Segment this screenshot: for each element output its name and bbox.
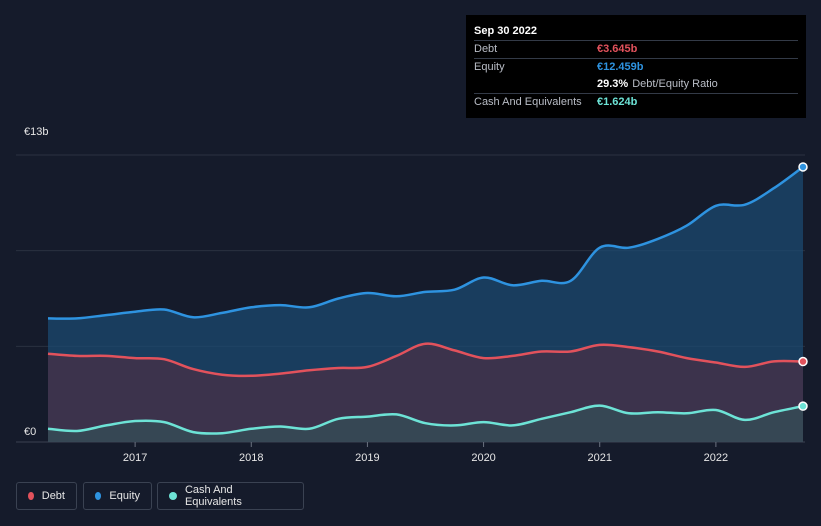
legend-cash-label: Cash And Equivalents (184, 484, 242, 508)
debt-line (47, 342, 804, 378)
tooltip-cash-value: €1.624b (597, 96, 638, 108)
x-tick-label-2021: 2021 (587, 452, 611, 464)
x-axis-ticks: 2017 2018 2019 2020 2021 2022 (123, 442, 728, 464)
series-areas (48, 166, 803, 442)
legend-equity[interactable]: Equity (83, 482, 152, 510)
debt-endpoint-marker (798, 356, 808, 367)
tooltip-row-ratio: 29.3% Debt/Equity Ratio (474, 76, 798, 93)
y-axis-top-label: €13b (24, 126, 48, 138)
tooltip-date: Sep 30 2022 (474, 25, 537, 37)
x-tick-label-2022: 2022 (704, 452, 728, 464)
x-tick-label-2020: 2020 (471, 452, 495, 464)
tooltip-ratio-label: Debt/Equity Ratio (632, 78, 718, 90)
tooltip: Sep 30 2022 Debt €3.645b Equity €12.459b… (466, 15, 806, 118)
x-tick-label-2018: 2018 (239, 452, 263, 464)
cash-and-equivalents-line (47, 404, 804, 435)
cash-and-equivalents-endpoint-marker (798, 401, 808, 411)
tooltip-equity-label: Equity (474, 61, 505, 73)
cash-dot-icon (169, 492, 177, 500)
debt-dot-icon (28, 492, 34, 500)
x-tick-label-2019: 2019 (355, 452, 379, 464)
tooltip-equity-value: €12.459b (597, 61, 644, 73)
y-axis-bottom-label: €0 (24, 426, 36, 438)
series-endpoints (798, 162, 808, 411)
tooltip-debt-label: Debt (474, 43, 498, 55)
equity-line (47, 165, 804, 320)
legend-equity-label: Equity (109, 490, 140, 502)
tooltip-ratio-value: 29.3% (597, 78, 629, 90)
tooltip-row-equity: Equity €12.459b (474, 58, 798, 76)
legend-cash[interactable]: Cash And Equivalents (157, 482, 304, 510)
debt-area (48, 343, 803, 442)
tooltip-row-debt: Debt €3.645b (474, 40, 798, 58)
tooltip-debt-value: €3.645b (597, 43, 638, 55)
series-lines (47, 165, 804, 435)
equity-dot-icon (95, 492, 102, 500)
legend-debt[interactable]: Debt (16, 482, 77, 510)
legend-debt-label: Debt (41, 490, 65, 502)
tooltip-cash-label: Cash And Equivalents (474, 96, 582, 108)
x-tick-label-2017: 2017 (123, 452, 147, 464)
equity-endpoint-marker (798, 162, 808, 172)
tooltip-row-cash: Cash And Equivalents €1.624b (474, 93, 798, 111)
